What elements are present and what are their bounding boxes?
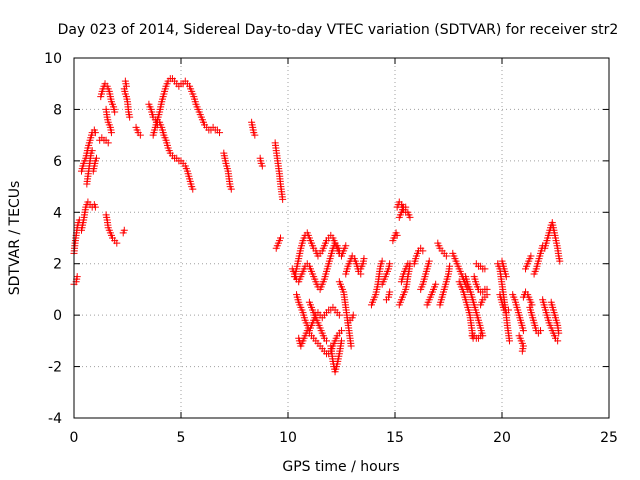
data-point <box>483 291 491 299</box>
y-axis-label: SDTVAR / TECUs <box>7 181 23 296</box>
x-axis-label: GPS time / hours <box>282 459 399 475</box>
data-point <box>136 131 144 139</box>
y-tick-label: 6 <box>53 154 62 170</box>
data-point <box>91 203 99 211</box>
data-point <box>189 185 197 193</box>
y-tick-label: 10 <box>44 51 62 67</box>
data-point <box>442 252 450 260</box>
y-tick-labels: -4 -2 0 2 4 6 8 10 <box>44 51 62 427</box>
data-point <box>419 247 427 255</box>
data-point <box>92 154 100 162</box>
data-point <box>386 260 394 268</box>
data-point <box>537 327 545 335</box>
data-point <box>335 311 343 319</box>
data-point <box>88 147 96 155</box>
data-point <box>251 131 259 139</box>
x-tick-label: 0 <box>70 430 79 446</box>
y-tick-label: 0 <box>53 308 62 324</box>
data-point <box>335 247 343 255</box>
data-point <box>386 288 394 296</box>
x-tick-label: 20 <box>493 430 511 446</box>
data-point <box>505 337 513 345</box>
y-tick-label: 2 <box>53 257 62 273</box>
data-point <box>393 231 401 239</box>
data-point <box>277 234 285 242</box>
data-point <box>378 257 386 265</box>
data-point <box>504 306 512 314</box>
data-point <box>126 113 134 121</box>
data-point <box>432 280 440 288</box>
data-point <box>120 226 128 234</box>
data-point <box>360 255 368 263</box>
data-point <box>113 239 121 247</box>
y-tick-label: 8 <box>53 102 62 118</box>
data-point <box>258 162 266 170</box>
data-point <box>502 273 510 281</box>
plot-frame <box>73 57 610 419</box>
data-point <box>406 213 414 221</box>
x-tick-label: 5 <box>177 430 186 446</box>
axis-ticks <box>73 57 610 419</box>
data-point <box>91 129 99 137</box>
data-points <box>70 75 564 376</box>
data-point <box>342 242 350 250</box>
data-point <box>404 260 412 268</box>
data-point <box>122 82 130 90</box>
data-point <box>425 257 433 265</box>
data-point <box>519 327 527 335</box>
x-tick-label: 10 <box>279 430 297 446</box>
chart-title: Day 023 of 2014, Sidereal Day-to-day VTE… <box>58 22 619 38</box>
data-point <box>104 139 112 147</box>
data-point <box>338 327 345 335</box>
data-point <box>107 129 115 137</box>
data-point <box>554 337 562 345</box>
y-tick-label: 4 <box>53 205 62 221</box>
data-point <box>527 252 535 260</box>
x-tick-label: 25 <box>600 430 618 446</box>
data-point <box>216 129 224 137</box>
data-point <box>347 342 355 350</box>
x-tick-label: 15 <box>386 430 404 446</box>
data-point <box>338 337 345 345</box>
x-tick-labels: 0 5 10 15 20 25 <box>70 430 618 446</box>
data-point <box>323 337 331 345</box>
data-point <box>556 257 564 265</box>
y-tick-label: -4 <box>48 411 62 427</box>
data-point <box>446 262 454 270</box>
data-point <box>73 273 81 281</box>
data-point <box>481 265 489 273</box>
data-point <box>402 203 410 211</box>
data-point <box>349 311 357 319</box>
data-point <box>555 329 563 337</box>
y-tick-label: -2 <box>48 360 62 376</box>
data-point <box>518 347 526 355</box>
data-point <box>227 185 235 193</box>
data-point <box>111 108 119 116</box>
data-point <box>279 195 287 203</box>
data-point <box>477 332 485 340</box>
